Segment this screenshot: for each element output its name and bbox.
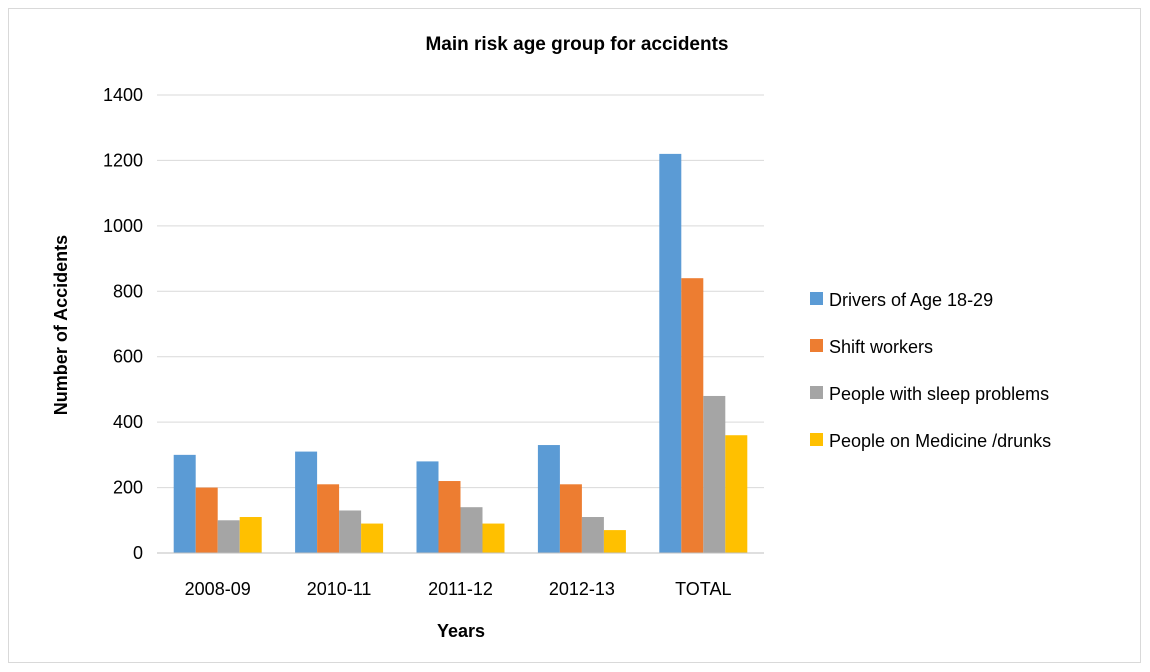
chart-title: Main risk age group for accidents	[425, 34, 728, 55]
y-tick-label: 800	[113, 281, 143, 301]
bar	[703, 395, 726, 553]
bar	[173, 454, 196, 553]
legend-label: Shift workers	[829, 337, 933, 357]
bar	[681, 278, 704, 553]
bar	[217, 520, 240, 553]
legend-swatch	[810, 292, 823, 305]
y-tick-label: 600	[113, 347, 143, 367]
bar	[416, 461, 439, 553]
bar	[317, 484, 340, 553]
y-tick-label: 200	[113, 478, 143, 498]
legend: Drivers of Age 18-29 Shift workers People …	[810, 290, 1051, 451]
x-tick-label: 2011-12	[428, 579, 493, 599]
x-tick-label: 2008-09	[185, 579, 251, 599]
x-axis-label: Years	[437, 621, 485, 641]
legend-label: People with sleep problems	[829, 384, 1049, 404]
bar	[537, 445, 560, 553]
bar	[239, 517, 262, 553]
chart-frame	[8, 8, 1141, 663]
legend-swatch	[810, 386, 823, 399]
legend-swatch	[810, 433, 823, 446]
bar	[339, 510, 362, 553]
bar	[725, 435, 748, 553]
bar	[361, 523, 384, 553]
y-tick-label: 1400	[103, 85, 143, 105]
y-axis-label: Number of Accidents	[51, 235, 71, 415]
y-tick-label: 0	[133, 543, 143, 563]
x-tick-label: 2012-13	[549, 579, 615, 599]
bar	[559, 484, 582, 553]
x-tick-label: TOTAL	[675, 579, 731, 599]
legend-swatch	[810, 339, 823, 352]
y-tick-label: 400	[113, 412, 143, 432]
bar	[438, 481, 461, 553]
legend-label: Drivers of Age 18-29	[829, 290, 993, 310]
legend-label: People on Medicine /drunks	[829, 431, 1051, 451]
bar	[482, 523, 505, 553]
bar	[603, 530, 626, 553]
bar	[659, 153, 682, 553]
bars	[173, 153, 748, 553]
bar	[195, 487, 218, 553]
y-tick-label: 1000	[103, 216, 143, 236]
y-axis-ticks: 0 200 400 600 800 1000 1200 1400	[103, 85, 143, 563]
bar	[581, 517, 604, 553]
y-tick-label: 1200	[103, 150, 143, 170]
x-axis-ticks: 2008-09 2010-11 2011-12 2012-13 TOTAL	[185, 579, 732, 599]
bar	[295, 451, 318, 553]
x-tick-label: 2010-11	[307, 579, 372, 599]
bar	[460, 507, 483, 553]
